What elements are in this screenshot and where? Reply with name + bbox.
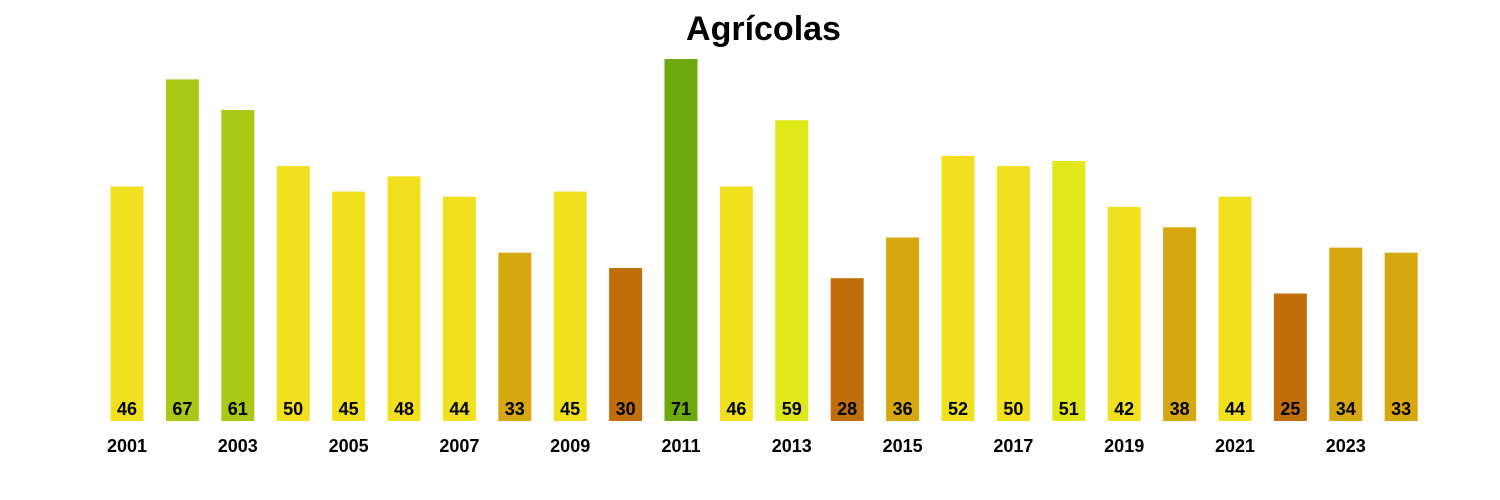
bar-2020 bbox=[1163, 227, 1197, 421]
bar-value-label-2005: 45 bbox=[339, 399, 359, 419]
bar-2012 bbox=[719, 186, 753, 421]
bar-value-label-2021: 44 bbox=[1225, 399, 1245, 419]
bar-value-label-2002: 67 bbox=[172, 399, 192, 419]
x-tick-label-2003: 2003 bbox=[218, 436, 258, 456]
bar-2006 bbox=[387, 176, 421, 421]
chart-title: Agrícolas bbox=[686, 10, 841, 48]
bar-2018 bbox=[1052, 161, 1086, 421]
bar-value-label-2016: 52 bbox=[948, 399, 968, 419]
x-tick-label-2015: 2015 bbox=[883, 436, 923, 456]
bar-2004 bbox=[276, 166, 310, 421]
bar-value-label-2003: 61 bbox=[228, 399, 248, 419]
bar-value-label-2013: 59 bbox=[782, 399, 802, 419]
bar-2007 bbox=[442, 196, 476, 421]
x-tick-label-2001: 2001 bbox=[107, 436, 147, 456]
bar-value-label-2004: 50 bbox=[283, 399, 303, 419]
x-tick-label-2007: 2007 bbox=[439, 436, 479, 456]
x-tick-label-2017: 2017 bbox=[993, 436, 1033, 456]
x-tick-label-2009: 2009 bbox=[550, 436, 590, 456]
bar-value-label-2012: 46 bbox=[726, 399, 746, 419]
bar-value-label-2009: 45 bbox=[560, 399, 580, 419]
bar-value-label-2022: 25 bbox=[1280, 399, 1300, 419]
bar-value-label-2019: 42 bbox=[1114, 399, 1134, 419]
bar-2015 bbox=[886, 237, 920, 421]
bar-value-label-2015: 36 bbox=[893, 399, 913, 419]
bar-value-label-2018: 51 bbox=[1059, 399, 1079, 419]
bar-value-label-2010: 30 bbox=[616, 399, 636, 419]
bar-value-label-2011: 71 bbox=[671, 399, 691, 419]
bar-value-label-2006: 48 bbox=[394, 399, 414, 419]
x-tick-label-2011: 2011 bbox=[661, 436, 700, 456]
bar-2005 bbox=[332, 191, 366, 421]
x-tick-label-2019: 2019 bbox=[1104, 436, 1144, 456]
bar-2019 bbox=[1107, 206, 1141, 421]
bar-value-label-2024: 33 bbox=[1391, 399, 1411, 419]
bar-value-label-2020: 38 bbox=[1170, 399, 1190, 419]
bar-value-label-2014: 28 bbox=[837, 399, 857, 419]
bar-2002 bbox=[165, 79, 199, 422]
bar-2022 bbox=[1273, 293, 1307, 421]
bar-value-label-2001: 46 bbox=[117, 399, 137, 419]
bar-2009 bbox=[553, 191, 587, 421]
bar-2023 bbox=[1329, 247, 1363, 421]
bar-2014 bbox=[830, 278, 864, 421]
bar-2011 bbox=[664, 59, 698, 421]
bar-2003 bbox=[221, 110, 255, 421]
x-tick-label-2013: 2013 bbox=[772, 436, 812, 456]
x-tick-label-2023: 2023 bbox=[1326, 436, 1366, 456]
bar-value-label-2008: 33 bbox=[505, 399, 525, 419]
bar-2017 bbox=[996, 166, 1030, 421]
x-tick-label-2005: 2005 bbox=[329, 436, 369, 456]
bar-2013 bbox=[775, 120, 809, 421]
bar-2001 bbox=[110, 186, 144, 421]
bar-value-label-2007: 44 bbox=[449, 399, 469, 419]
x-tick-label-2021: 2021 bbox=[1215, 436, 1255, 456]
bar-2008 bbox=[498, 252, 532, 421]
bar-2010 bbox=[609, 268, 643, 421]
bar-value-label-2023: 34 bbox=[1336, 399, 1356, 419]
bar-2021 bbox=[1218, 196, 1252, 421]
bar-2016 bbox=[941, 155, 975, 421]
bar-2024 bbox=[1384, 252, 1418, 421]
bar-value-label-2017: 50 bbox=[1003, 399, 1023, 419]
